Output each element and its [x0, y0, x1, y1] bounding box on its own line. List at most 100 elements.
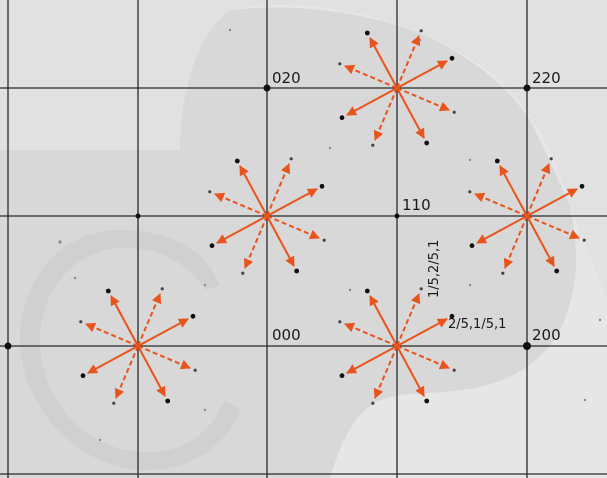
satellite-spot [190, 313, 196, 319]
dashed-arrow [137, 293, 162, 347]
dashed-arrow [474, 192, 528, 217]
satellite-spot [424, 398, 430, 404]
main-reflection-020 [263, 84, 271, 92]
faint-spot [468, 158, 472, 162]
solid-arrow [526, 215, 555, 267]
arrow-star [344, 293, 450, 399]
satellite-spots [79, 29, 586, 405]
faint-spot [418, 38, 422, 42]
faint-spot [328, 146, 332, 150]
dashed-arrow [214, 192, 268, 217]
dashed-arrow [396, 345, 450, 370]
satellite-spot [371, 401, 375, 405]
label-110: 110 [402, 196, 431, 214]
dashed-arrow [137, 345, 191, 370]
satellite-spot [322, 238, 326, 242]
main-reflection-110 [394, 213, 400, 219]
satellite-spot [289, 157, 293, 161]
label-000: 000 [272, 326, 301, 344]
main-reflection-220 [523, 84, 531, 92]
solid-arrow [396, 318, 448, 347]
dashed-arrow [396, 35, 421, 89]
solid-arrow [137, 318, 189, 347]
satellite-spot [364, 30, 370, 36]
satellite-spot [554, 268, 560, 274]
solid-arrow [110, 295, 139, 347]
satellite-spot [582, 238, 586, 242]
faint-spot [58, 240, 62, 244]
satellite-spot [419, 29, 423, 33]
dashed-arrow [114, 345, 139, 399]
faint-spot [598, 318, 602, 322]
satellite-spot [160, 287, 164, 291]
dashed-arrow [373, 87, 398, 141]
solid-arrow [216, 215, 268, 244]
solid-arrow [239, 165, 268, 217]
faint-spot [203, 283, 207, 287]
satellite-spot [208, 190, 212, 194]
solid-arrow [137, 345, 166, 397]
dashed-arrow [526, 215, 580, 240]
solid-arrow [369, 37, 398, 89]
satellite-spot [165, 398, 171, 404]
faint-spot [98, 438, 102, 442]
faint-spot [468, 283, 472, 287]
faint-spot [348, 288, 352, 292]
solid-arrow [346, 345, 398, 374]
solid-arrow [476, 215, 528, 244]
satellite-spot [452, 368, 456, 372]
satellite-spot [579, 183, 585, 189]
main-reflection-200 [523, 342, 531, 350]
satellite-spot [449, 313, 455, 319]
satellite-spot [338, 62, 342, 66]
satellite-spot [452, 110, 456, 114]
solid-arrow [396, 87, 425, 139]
satellite-spot [339, 373, 345, 379]
solid-arrow [499, 165, 528, 217]
dashed-arrow [373, 345, 398, 399]
satellite-spot [241, 271, 245, 275]
satellite-spot [549, 157, 553, 161]
satellite-spot [79, 320, 83, 324]
solid-arrow [396, 345, 425, 397]
faint-spot [228, 28, 232, 32]
satellite-spot [419, 287, 423, 291]
satellite-spot [294, 268, 300, 274]
solid-arrow [526, 188, 578, 217]
solid-arrow [396, 60, 448, 89]
satellite-spot [193, 368, 197, 372]
film-region-lower [230, 4, 607, 478]
solid-arrow [346, 87, 398, 116]
satellite-spot [209, 243, 215, 249]
dashed-arrow [243, 215, 268, 269]
faint-spot [583, 398, 587, 402]
satellite-spot [80, 373, 86, 379]
solid-arrow [266, 188, 318, 217]
main-reflections [4, 84, 531, 350]
arrow-stars [85, 35, 580, 399]
satellite-spot [112, 401, 116, 405]
satellite-spot [501, 271, 505, 275]
satellite-spot [449, 55, 455, 61]
satellite-spot [338, 320, 342, 324]
satellite-spot [469, 243, 475, 249]
main-reflection-edge [4, 342, 12, 350]
arrow-star [214, 163, 320, 269]
label-020: 020 [272, 69, 301, 87]
label-reflection-a: 2/5,1/5,1 [448, 317, 506, 332]
arrow-star [85, 293, 191, 399]
main-reflection-midleft [135, 213, 141, 219]
dashed-arrow [396, 87, 450, 112]
dashed-arrow [85, 322, 139, 347]
arrow-star [474, 163, 580, 269]
satellite-spot [319, 183, 325, 189]
label-220: 220 [532, 69, 561, 87]
film-region-upper [0, 4, 607, 478]
satellite-spot [364, 288, 370, 294]
dashed-arrow [344, 322, 398, 347]
dashed-arrow [266, 215, 320, 240]
satellite-spot [468, 190, 472, 194]
